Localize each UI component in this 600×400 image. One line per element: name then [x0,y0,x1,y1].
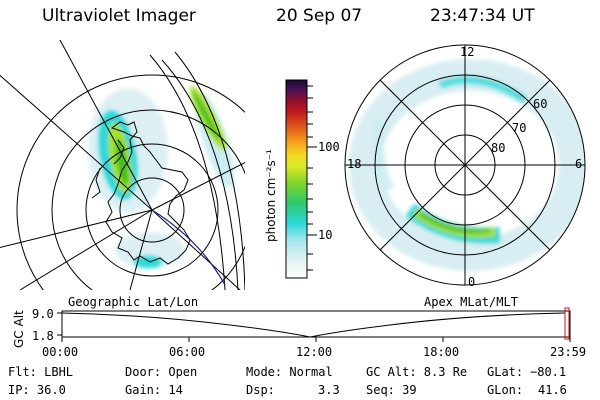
timeline-ticks [57,312,571,342]
info-seq: Seq: 39 [366,383,417,397]
latitude-circles [16,74,245,290]
color-bar-ticks [307,85,317,271]
mlt-label-6: 6 [575,157,583,171]
colorbar-label: photon cm⁻²s⁻¹ [264,149,278,242]
timeline-xtick-1800: 18:00 [423,345,460,359]
info-mode: Mode: Normal [246,365,333,379]
app-title: Ultraviolet Imager [42,6,196,26]
meridians [0,40,245,290]
coastline [105,121,191,265]
info-gain: Gain: 14 [125,383,183,397]
coastline-peninsula [91,167,101,199]
terminator-line [151,209,226,286]
info-dsp-value: 3.3 [318,383,340,397]
mlat-label-70: 70 [512,121,527,135]
mlt-label-12: 12 [460,45,475,59]
coastline-detail [113,139,125,165]
geo-caption: Geographic Lat/Lon [68,295,199,309]
limb-lines [149,51,245,290]
polar-diag-2 [379,79,551,251]
geographic-map [0,40,245,290]
color-bar [285,79,308,279]
info-dsp-label: Dsp: [246,383,275,397]
polar-plot [344,44,586,286]
timeline-ytick-min: 1.8 [32,329,54,343]
timeline-frame [61,310,571,338]
info-gc-alt: GC Alt: 8.3 Re [366,365,468,379]
info-glat-value: −80.1 [530,365,567,379]
info-filter: Flt: LBHL [8,365,74,379]
info-door: Door: Open [125,365,198,379]
info-ip: IP: 36.0 [8,383,66,397]
info-glon-value: 41.6 [538,383,567,397]
time-label: 23:47:34 UT [430,6,535,26]
timeline-xtick-2359: 23:59 [550,345,587,359]
timeline-xtick-0000: 00:00 [42,345,79,359]
timeline-ylabel: GC Alt [12,310,26,348]
polar-caption: Apex MLat/MLT [424,295,518,309]
info-glon-label: GLon: [487,383,524,397]
timeline-ytick-max: 9.0 [32,307,54,321]
colorbar-tick-10: 10 [318,228,333,242]
colorbar-tick-100: 100 [318,140,340,154]
timeline-xtick-0600: 06:00 [169,345,206,359]
date-label: 20 Sep 07 [276,6,363,26]
current-time-marker [564,307,570,340]
mlt-label-18: 18 [347,157,362,171]
mlt-label-0: 0 [468,275,476,289]
timeline-xtick-1200: 12:00 [296,345,333,359]
mlat-label-60: 60 [533,97,548,111]
info-glat-label: GLat: [487,365,524,379]
altitude-curve [61,312,566,338]
mlat-label-80: 80 [491,141,506,155]
